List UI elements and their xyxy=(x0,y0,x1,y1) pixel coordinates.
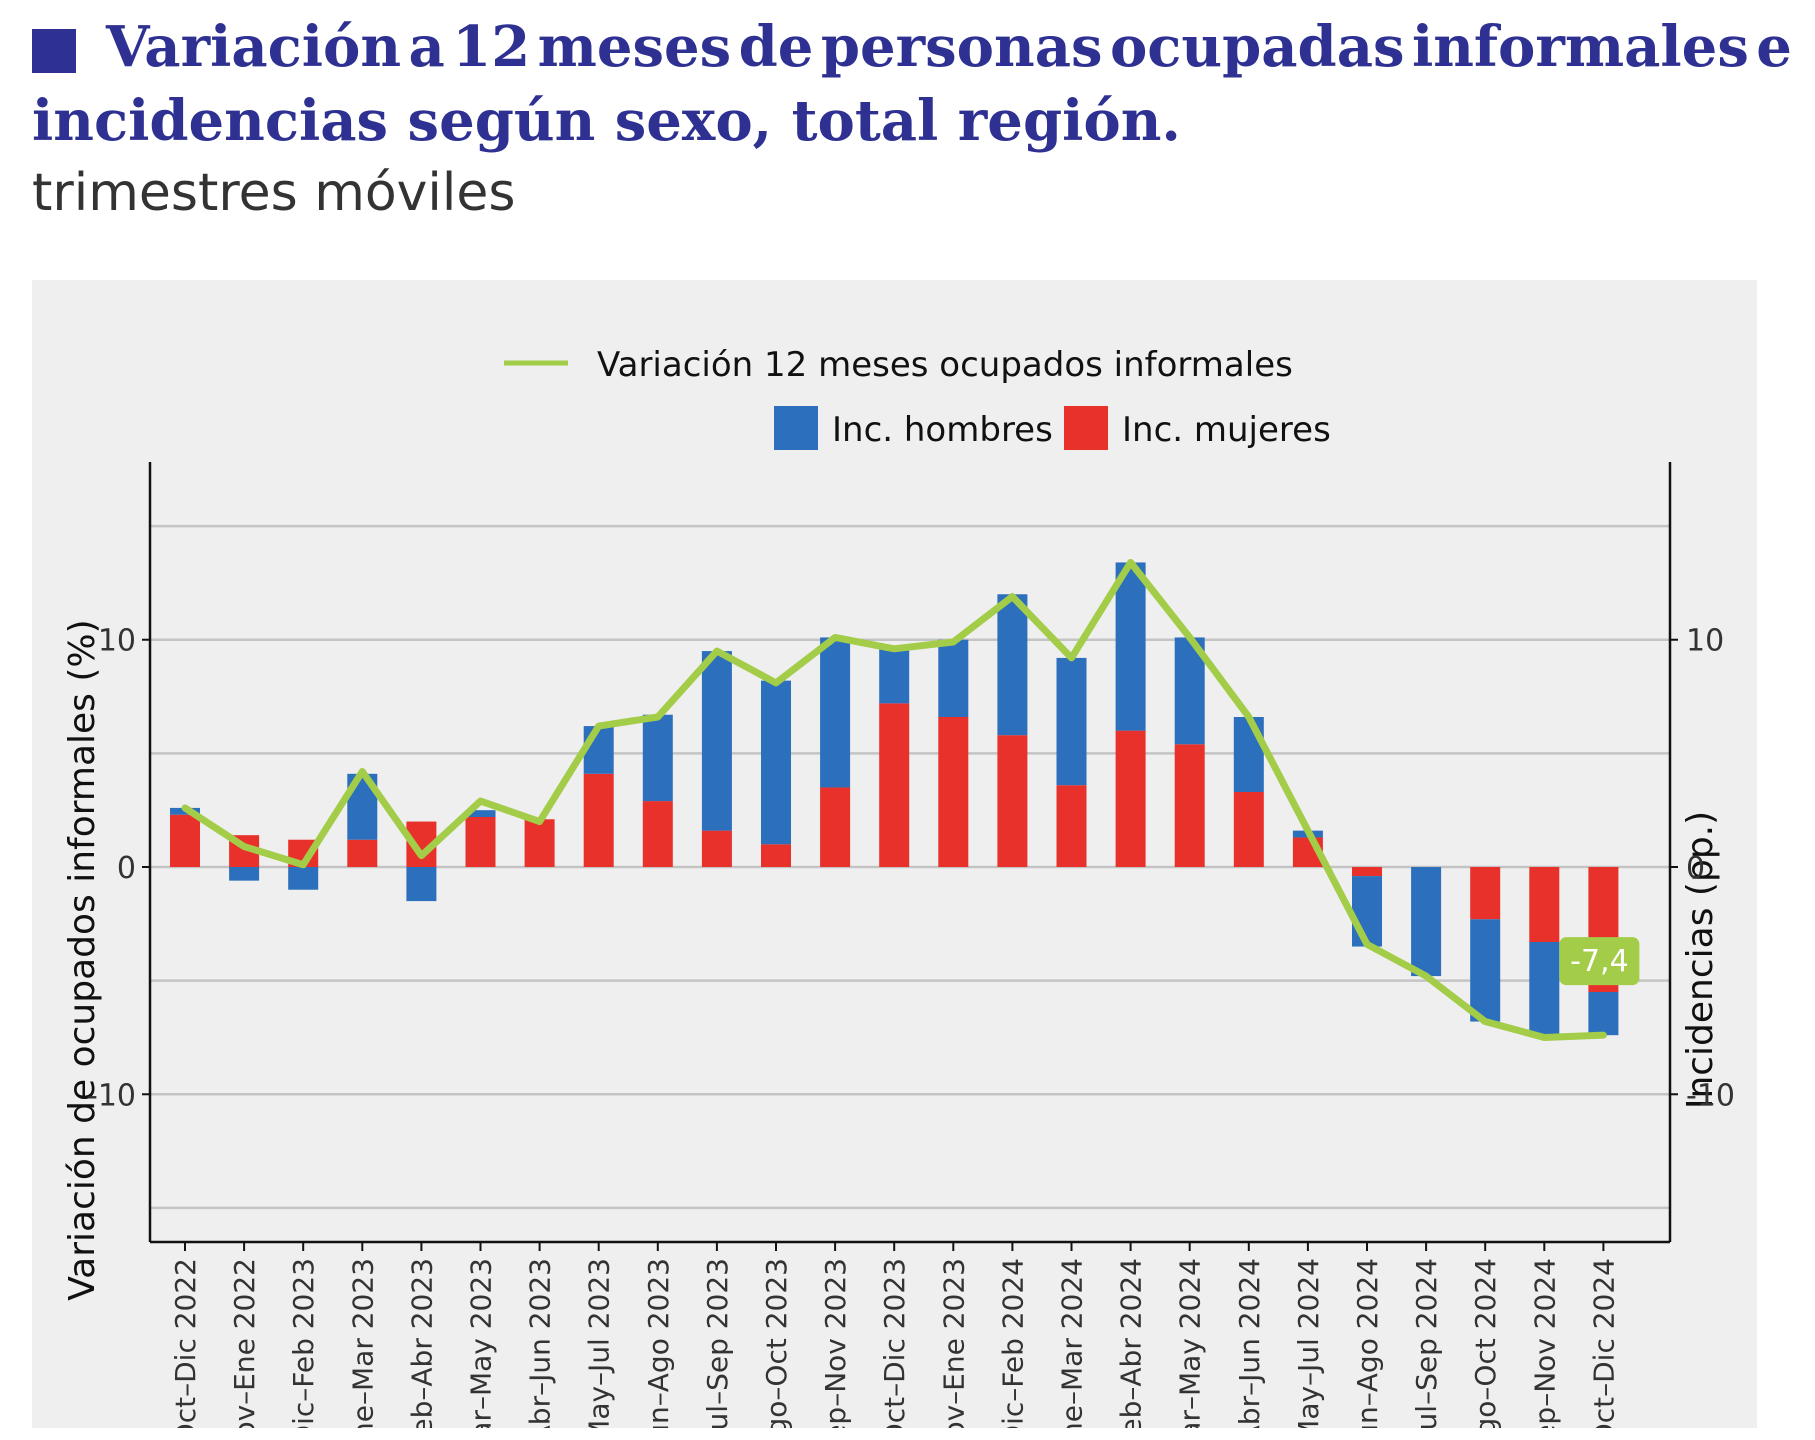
chart-subtitle: trimestres móviles xyxy=(32,163,516,223)
annotation-badge xyxy=(1559,937,1640,986)
bar-mujeres xyxy=(642,801,673,867)
x-tick-label: Jun–Ago 2023 xyxy=(642,1258,675,1428)
title-word: de xyxy=(738,14,814,80)
y-tick-label-left: -10 xyxy=(87,1078,136,1113)
bar-hombres xyxy=(583,726,614,774)
legend-swatch-hombres xyxy=(774,406,818,450)
x-tick-label: May–Jul 2024 xyxy=(1292,1258,1325,1428)
bar-mujeres xyxy=(820,787,851,867)
y-tick-label-left: 0 xyxy=(117,851,136,886)
title-word: e xyxy=(1756,14,1792,80)
bar-hombres xyxy=(288,867,319,890)
annotation-label: -7,4 xyxy=(1570,944,1629,979)
bar-mujeres xyxy=(1115,730,1146,867)
x-tick-label: Feb–Abr 2023 xyxy=(405,1258,438,1428)
y-tick-label-right: 0 xyxy=(1686,851,1705,886)
legend-line-label: Variación 12 meses ocupados informales xyxy=(597,345,1293,385)
bar-hombres xyxy=(1056,657,1087,786)
title-word: meses xyxy=(537,14,732,80)
x-tick-label: Ene–Mar 2023 xyxy=(346,1258,379,1428)
bar-mujeres xyxy=(997,735,1028,867)
bar-hombres xyxy=(879,648,910,704)
bar-mujeres xyxy=(583,773,614,867)
bar-mujeres xyxy=(465,817,496,867)
title-word: a xyxy=(408,14,445,80)
bar-hombres xyxy=(1411,867,1442,977)
title-word: personas xyxy=(820,14,1103,80)
bar-mujeres xyxy=(1352,867,1382,877)
x-tick-label: Dic–Feb 2024 xyxy=(996,1258,1029,1428)
x-tick-label: Nov–Ene 2022 xyxy=(228,1258,261,1428)
bar-hombres xyxy=(642,714,673,802)
y-tick-label-right: -10 xyxy=(1686,1078,1735,1113)
plot-area: -10 -10 0 0 10 10 Oct–Dic 2022 Nov–Ene 2022 Dic–… xyxy=(87,462,1735,1440)
x-tick-label: Ene–Mar 2024 xyxy=(1056,1258,1089,1428)
title-word: informales xyxy=(1411,14,1749,80)
bar-hombres xyxy=(229,867,260,881)
title-word: Variación xyxy=(106,14,402,80)
x-tick-label: Ago–Oct 2024 xyxy=(1469,1258,1502,1428)
x-tick-label: Abr–Jun 2024 xyxy=(1233,1258,1266,1428)
bar-mujeres xyxy=(761,844,791,867)
x-tick-label: Jul–Sep 2024 xyxy=(1410,1258,1443,1428)
x-tick-label: Jun–Ago 2024 xyxy=(1351,1258,1384,1428)
x-tick-label: Feb–Abr 2024 xyxy=(1115,1258,1148,1428)
bar-hombres xyxy=(465,810,496,817)
bar-mujeres xyxy=(1470,867,1501,920)
bar-mujeres xyxy=(1174,744,1205,867)
x-tick-label: Nov–Ene 2023 xyxy=(937,1258,970,1428)
chart-title-line2: incidencias según sexo, total región. xyxy=(32,88,1181,154)
chart-title-line1: Variación a 12 meses de personas ocupadas infor… xyxy=(32,10,1792,84)
x-tick-label: Oct–Dic 2023 xyxy=(878,1258,911,1428)
y-axis-left-title: Variación de ocupados informales (%) xyxy=(62,619,103,1300)
x-tick-label: Sep–Nov 2024 xyxy=(1528,1258,1561,1428)
x-tick-label: Dic–Feb 2023 xyxy=(287,1258,320,1428)
bar-mujeres xyxy=(938,717,969,867)
bar-hombres xyxy=(1588,992,1619,1036)
legend-swatch-mujeres xyxy=(1064,406,1108,450)
bar-hombres xyxy=(761,680,791,845)
x-tick-label: Oct–Dic 2024 xyxy=(1587,1258,1620,1428)
bar-mujeres xyxy=(1056,785,1087,867)
bar-mujeres xyxy=(701,830,732,867)
bar-mujeres xyxy=(347,839,378,867)
chart-panel: Variación 12 meses ocupados informales I… xyxy=(32,280,1757,1440)
bar-mujeres xyxy=(1233,792,1264,867)
x-tick-label: May–Jul 2023 xyxy=(583,1258,616,1428)
bar-hombres xyxy=(1352,876,1382,947)
legend: Variación 12 meses ocupados informales I… xyxy=(504,345,1331,450)
chart-svg: Variación 12 meses ocupados informales I… xyxy=(62,345,1735,1440)
line-variacion xyxy=(181,558,1607,1041)
x-tick-label: Jul–Sep 2023 xyxy=(701,1258,734,1428)
bar-hombres xyxy=(1233,717,1264,792)
bar-hombres xyxy=(938,639,969,717)
y-tick-label-left: 10 xyxy=(98,624,136,659)
bar-hombres xyxy=(1470,919,1501,1022)
title-word: 12 xyxy=(452,14,531,80)
title-marker-square xyxy=(32,29,76,74)
bar-hombres xyxy=(406,867,437,902)
bar-hombres xyxy=(701,651,732,831)
title-word: ocupadas xyxy=(1109,14,1405,80)
bar-mujeres xyxy=(524,819,555,867)
title-block: Variación a 12 meses de personas ocupadas infor… xyxy=(32,10,1792,228)
x-tick-label: Oct–Dic 2022 xyxy=(169,1258,202,1428)
x-tick-label: Sep–Nov 2023 xyxy=(819,1258,852,1428)
bar-hombres xyxy=(997,594,1028,736)
legend-label-hombres: Inc. hombres xyxy=(832,410,1053,450)
title-lead: Variación xyxy=(32,10,401,84)
x-tick-label: Mar–May 2023 xyxy=(465,1258,498,1428)
bar-mujeres xyxy=(1529,867,1560,942)
y-tick-label-right: 10 xyxy=(1686,624,1724,659)
bar-hombres xyxy=(1115,562,1146,731)
x-tick-label: Abr–Jun 2023 xyxy=(524,1258,557,1428)
bar-hombres xyxy=(1529,942,1560,1036)
x-tick-label: Mar–May 2024 xyxy=(1174,1258,1207,1428)
bar-mujeres xyxy=(879,703,910,867)
bar-mujeres xyxy=(170,814,200,867)
y-axis-right-title: Incidencias (pp.) xyxy=(1680,811,1721,1109)
bar-hombres xyxy=(820,637,851,788)
x-tick-label: Ago–Oct 2023 xyxy=(760,1258,793,1428)
legend-label-mujeres: Inc. mujeres xyxy=(1122,410,1331,450)
